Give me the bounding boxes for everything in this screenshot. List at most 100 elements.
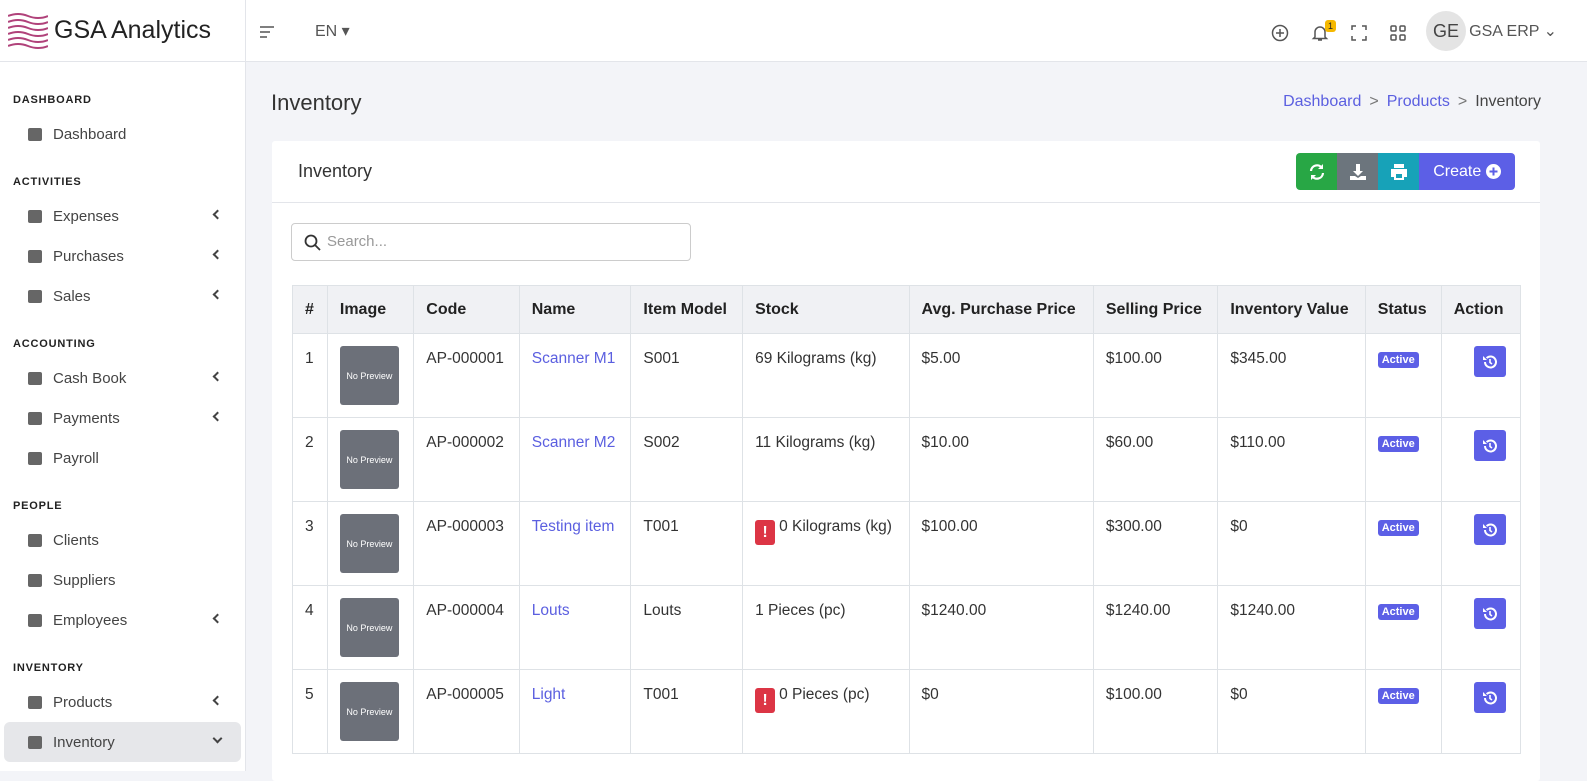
menu-item[interactable]: Products (4, 682, 241, 722)
menu-item[interactable]: Clients (4, 520, 241, 560)
language-label: EN (315, 23, 338, 40)
stock-alert: ! (755, 688, 776, 713)
history-icon (1482, 691, 1497, 704)
code: AP-000002 (413, 417, 520, 502)
table-row: 4 No Preview AP-000004 Louts Louts 1 Pieces (… (292, 585, 1522, 670)
column-header: Inventory Value (1217, 285, 1366, 334)
separator: > (1457, 93, 1468, 110)
user-menu[interactable]: GSA ERP ⌄ (1469, 23, 1557, 40)
menu-item[interactable]: Payments (4, 398, 241, 438)
table-body: 1 No Preview AP-000001 Scanner M1 S001 69 Kil… (292, 333, 1522, 754)
row-number: 2 (292, 417, 328, 502)
refresh-icon (1309, 163, 1324, 180)
breadcrumb-link[interactable]: Dashboard (1283, 93, 1362, 110)
download-button[interactable] (1337, 153, 1378, 190)
history-button[interactable] (1473, 598, 1506, 629)
fullscreen-icon[interactable] (1350, 24, 1368, 42)
menu-label: Expenses (53, 207, 119, 225)
stock: 1 Pieces (pc) (755, 602, 846, 619)
column-header: Status (1364, 285, 1442, 334)
stock: 0 Pieces (pc) (779, 686, 870, 703)
menu-item[interactable]: Expenses (4, 196, 241, 236)
column-header: Code (413, 285, 520, 334)
table-row: 2 No Preview AP-000002 Scanner M2 S002 11 Kil… (292, 417, 1522, 502)
column-header: # (292, 285, 328, 334)
header-row: # Image Code Name Item Model Stock Avg. Purcha… (292, 285, 1522, 334)
menu-item[interactable]: Suppliers (4, 560, 241, 600)
status-cell: Active (1364, 585, 1442, 670)
code: AP-000003 (413, 501, 520, 586)
menu-item[interactable]: Cash Book (4, 358, 241, 398)
name-cell: Scanner M1 (518, 333, 632, 418)
menu-item[interactable]: Inventory (4, 722, 241, 762)
menu-icon (28, 249, 42, 263)
no-preview: No Preview (339, 346, 399, 405)
language[interactable]: EN ▾ (315, 23, 350, 40)
menu-icon (28, 695, 42, 709)
menu-label: Dashboard (53, 125, 127, 143)
history-button[interactable] (1473, 346, 1506, 377)
search-input[interactable]: Search... (291, 223, 691, 261)
apps-icon[interactable] (1389, 24, 1407, 42)
avg-purchase-price: $0 (908, 669, 1094, 754)
row-number: 5 (292, 669, 328, 754)
print-icon (1390, 163, 1407, 180)
brand[interactable]: GSA Analytics (0, 0, 245, 62)
avg-purchase-price: $5.00 (908, 333, 1094, 418)
print-button[interactable] (1378, 153, 1419, 190)
status-badge: Active (1377, 520, 1419, 536)
breadcrumb-link[interactable]: Products (1386, 93, 1450, 110)
column-header: Avg. Purchase Price (908, 285, 1094, 334)
table-row: 3 No Preview AP-000003 Testing item T001! 0 K… (292, 501, 1522, 586)
history-button[interactable] (1473, 430, 1506, 461)
menu-toggle[interactable] (259, 26, 275, 38)
history-button[interactable] (1473, 682, 1506, 713)
download-icon (1349, 163, 1366, 180)
avatar[interactable]: GE (1426, 11, 1466, 51)
product-link[interactable]: Testing item (531, 518, 615, 535)
card-title: Inventory (298, 161, 373, 181)
menu-item[interactable]: Payroll (4, 438, 241, 478)
column-header: Name (518, 285, 632, 334)
selling-price: $1240.00 (1092, 585, 1219, 670)
action-cell (1440, 669, 1522, 754)
chevron (212, 411, 223, 422)
section-heading: ACTIVITIES (13, 176, 82, 188)
stock: 0 Kilograms (kg) (779, 518, 892, 535)
item-model: S001 (630, 333, 744, 418)
refresh-button[interactable] (1296, 153, 1337, 190)
history-button[interactable] (1473, 514, 1506, 545)
item-model: T001 (630, 669, 744, 754)
menu-icon (28, 411, 42, 425)
section-heading: ACCOUNTING (13, 338, 96, 350)
action-cell (1440, 501, 1522, 586)
product-link[interactable]: Scanner M2 (531, 434, 616, 451)
image-cell: No Preview (326, 669, 415, 754)
menu-icon (28, 735, 42, 749)
menu-item[interactable]: Sales (4, 276, 241, 316)
toolbar: Create (1296, 153, 1515, 190)
menu-item[interactable]: Dashboard (4, 114, 241, 154)
menu-item[interactable]: Employees (4, 600, 241, 640)
image-cell: No Preview (326, 333, 415, 418)
create-button[interactable]: Create (1419, 153, 1515, 190)
item-model: S002 (630, 417, 744, 502)
product-link[interactable]: Light (531, 686, 566, 703)
menu-label: Employees (53, 611, 128, 629)
status-badge: Active (1377, 604, 1419, 620)
inventory-value: $0 (1217, 501, 1366, 586)
menu-icon (28, 127, 42, 141)
image-cell: No Preview (326, 501, 415, 586)
chevron (212, 733, 223, 744)
product-link[interactable]: Scanner M1 (531, 350, 616, 367)
search-icon (304, 234, 321, 251)
add-icon[interactable] (1271, 24, 1289, 42)
column-header: Selling Price (1092, 285, 1219, 334)
bell-icon[interactable] (1311, 24, 1329, 42)
menu-item[interactable]: Purchases (4, 236, 241, 276)
menu-icon (28, 613, 42, 627)
chevron (212, 613, 223, 624)
product-link[interactable]: Louts (531, 602, 570, 619)
menu-label: Products (53, 693, 113, 711)
